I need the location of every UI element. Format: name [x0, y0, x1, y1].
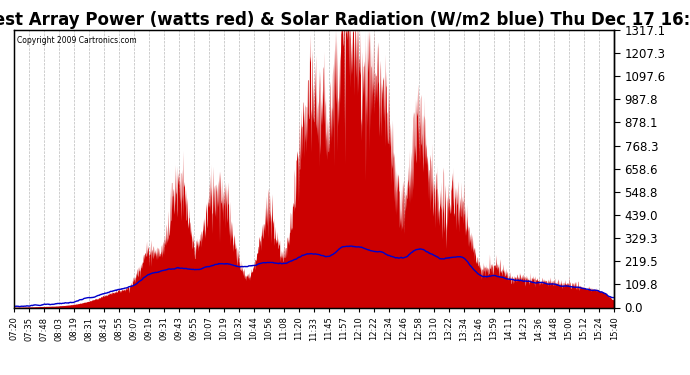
Text: West Array Power (watts red) & Solar Radiation (W/m2 blue) Thu Dec 17 16:04: West Array Power (watts red) & Solar Rad… — [0, 11, 690, 29]
Text: Copyright 2009 Cartronics.com: Copyright 2009 Cartronics.com — [17, 36, 137, 45]
